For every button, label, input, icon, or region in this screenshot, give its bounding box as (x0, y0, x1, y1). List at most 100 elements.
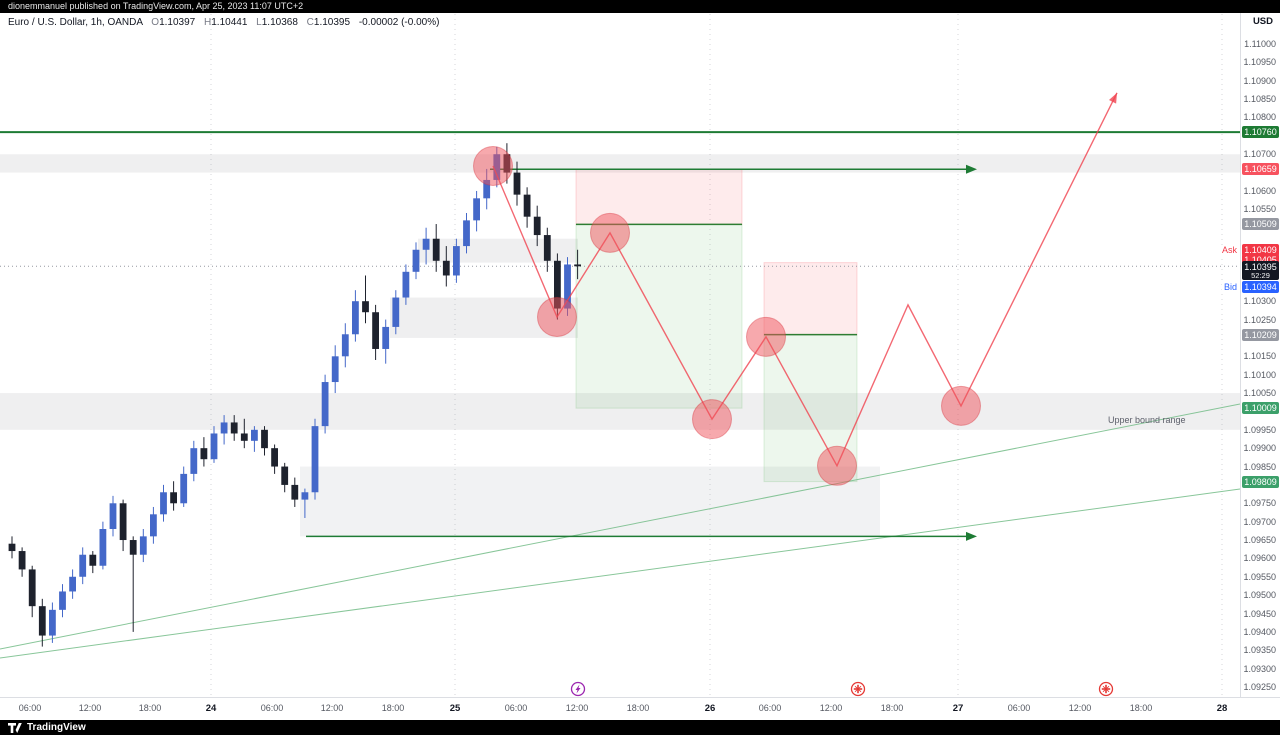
projection-marker[interactable] (537, 296, 577, 337)
zone-gray-zone-a[interactable] (418, 238, 578, 263)
trendline-1[interactable] (0, 403, 1241, 650)
candle (99, 521, 107, 570)
time-label: 12:00 (320, 703, 344, 713)
zone-supply-zone-2[interactable] (763, 262, 858, 336)
price-tick: 1.10100 (1243, 369, 1276, 380)
candle (139, 529, 147, 563)
candle (321, 374, 329, 434)
candle (261, 426, 268, 456)
candle (49, 602, 56, 643)
badge-1-10659: 1.10659 (1242, 163, 1279, 176)
price-axis[interactable]: 1.11000 1.10950 1.10900 1.10850 1.10800 1.107… (1219, 13, 1280, 697)
candle (352, 290, 359, 342)
time-label: 06:00 (1007, 703, 1031, 713)
lower-range-arrow-line-arrowhead (966, 531, 977, 541)
trendline-2[interactable] (0, 488, 1241, 659)
projection-marker[interactable] (692, 399, 732, 440)
price-tick: 1.10900 (1243, 75, 1276, 86)
price-tick: 1.09500 (1243, 590, 1276, 601)
price-tick: 1.09600 (1243, 553, 1276, 564)
price-tick: 1.10550 (1243, 204, 1276, 215)
change-value: -0.00002 (-0.00%) (358, 17, 440, 28)
time-label: 12:00 (78, 703, 102, 713)
time-label: 18:00 (626, 703, 650, 713)
symbol-title[interactable]: Euro / U.S. Dollar, 1h, OANDA (8, 17, 143, 28)
candle (271, 444, 278, 474)
badge-1-10509: 1.10509 (1242, 218, 1279, 231)
lightning-event-icon[interactable] (570, 681, 586, 697)
zone-gray-zone-c[interactable] (300, 466, 880, 537)
candle (412, 242, 420, 280)
projection-marker[interactable] (746, 316, 786, 357)
candle (109, 495, 117, 537)
price-tick: 1.09450 (1243, 608, 1276, 619)
quote-currency-label: USD (1252, 16, 1273, 27)
time-label: 12:00 (819, 703, 843, 713)
candle (18, 547, 26, 577)
candle (69, 569, 76, 599)
candle (543, 227, 551, 272)
time-label-day: 25 (449, 703, 461, 714)
candle (240, 418, 248, 449)
current-price-badge: 1.10395 52:29 (1242, 260, 1279, 280)
candle (432, 224, 440, 272)
zone-range-band-upper-bound[interactable] (0, 393, 1241, 430)
upper-range-arrow-line-arrowhead (966, 164, 977, 174)
time-label-day: 28 (1216, 703, 1228, 714)
time-label: 18:00 (880, 703, 904, 713)
candle (311, 418, 319, 500)
symbol-header[interactable]: Euro / U.S. Dollar, 1h, OANDA O1.10397 H… (8, 17, 439, 28)
bid-badge: 1.10394 (1242, 281, 1279, 293)
time-axis[interactable]: 06:00 12:00 18:00 24 06:00 12:00 18:00 25 06:00 1… (0, 697, 1280, 720)
candle (574, 249, 581, 280)
tradingview-logo-icon[interactable] (8, 722, 22, 733)
price-tick: 1.09300 (1243, 663, 1276, 674)
price-tick: 1.09250 (1243, 682, 1276, 692)
price-tick: 1.09750 (1243, 498, 1276, 509)
time-label: 18:00 (1129, 703, 1153, 713)
candle (533, 205, 541, 247)
annotation-label[interactable]: Upper bound range (1108, 415, 1186, 425)
candle (331, 345, 339, 394)
projection-marker[interactable] (941, 385, 981, 426)
candle (281, 462, 289, 493)
price-tick: 1.09550 (1243, 571, 1276, 582)
price-tick: 1.10250 (1243, 314, 1276, 325)
candle (79, 547, 87, 585)
candle (523, 187, 531, 228)
chart-canvas[interactable]: Upper bound range (0, 0, 1241, 697)
candle (402, 264, 410, 305)
projection-marker[interactable] (473, 145, 513, 186)
candle (59, 584, 66, 618)
price-tick: 1.09700 (1243, 516, 1276, 527)
candle (362, 275, 369, 324)
price-tick: 1.10600 (1243, 185, 1276, 196)
badge-1-10209: 1.10209 (1242, 328, 1279, 341)
zone-demand-zone-1[interactable] (575, 223, 743, 409)
price-tick: 1.09400 (1243, 626, 1276, 637)
time-label: 12:00 (1068, 703, 1092, 713)
projection-arrowhead (1108, 92, 1117, 104)
price-tick: 1.09950 (1243, 424, 1276, 435)
candle (160, 484, 167, 522)
candle (473, 190, 480, 232)
projection-marker[interactable] (590, 212, 630, 253)
candle (251, 426, 258, 452)
candle (382, 319, 390, 364)
zone-demand-zone-2[interactable] (763, 334, 858, 483)
bid-label: Bid (1221, 282, 1239, 292)
time-label-day: 24 (205, 703, 217, 714)
time-label-day: 26 (704, 703, 716, 714)
time-label-day: 27 (952, 703, 964, 714)
flag-event-icon[interactable] (850, 681, 866, 697)
tradingview-logo-text[interactable]: TradingView (27, 722, 86, 733)
zone-range-band-top[interactable] (0, 154, 1241, 173)
projection-marker[interactable] (817, 445, 857, 486)
candle (463, 213, 470, 254)
price-tick: 1.09650 (1243, 535, 1276, 546)
price-tick: 1.09900 (1243, 443, 1276, 454)
candle (38, 598, 46, 647)
price-tick: 1.10150 (1243, 351, 1276, 362)
badge-1-09809: 1.09809 (1242, 475, 1279, 488)
flag-event-icon[interactable] (1098, 681, 1114, 697)
